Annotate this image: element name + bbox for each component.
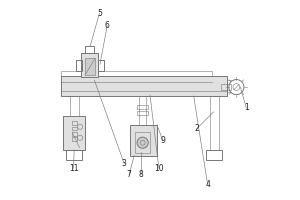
Text: 6: 6 (105, 21, 110, 30)
Bar (210, 96, 218, 150)
Bar (61, 76, 227, 96)
Bar (139, 96, 146, 125)
Bar (71, 132, 76, 136)
Bar (137, 111, 148, 115)
Bar (76, 60, 83, 71)
Text: 7: 7 (127, 170, 132, 179)
Bar (61, 71, 211, 76)
Bar (85, 46, 94, 53)
Text: 1: 1 (244, 103, 249, 112)
Bar (137, 105, 148, 109)
Text: 2: 2 (194, 124, 199, 133)
Text: 5: 5 (97, 9, 102, 18)
Bar (206, 150, 223, 160)
Bar (220, 84, 231, 90)
Bar (70, 96, 79, 150)
Bar (130, 125, 157, 156)
Bar (82, 53, 98, 77)
Circle shape (137, 137, 148, 148)
Bar (71, 121, 76, 125)
Bar (85, 58, 95, 75)
Text: 9: 9 (160, 136, 165, 145)
Bar (135, 132, 150, 153)
Bar (71, 137, 76, 141)
Bar (63, 116, 85, 150)
Text: 3: 3 (122, 159, 127, 168)
Bar (98, 60, 104, 71)
Text: 10: 10 (154, 164, 164, 173)
Bar (66, 150, 83, 160)
Text: 4: 4 (205, 180, 210, 189)
Bar (71, 127, 76, 130)
Text: 11: 11 (69, 164, 78, 173)
Text: 8: 8 (139, 170, 143, 179)
